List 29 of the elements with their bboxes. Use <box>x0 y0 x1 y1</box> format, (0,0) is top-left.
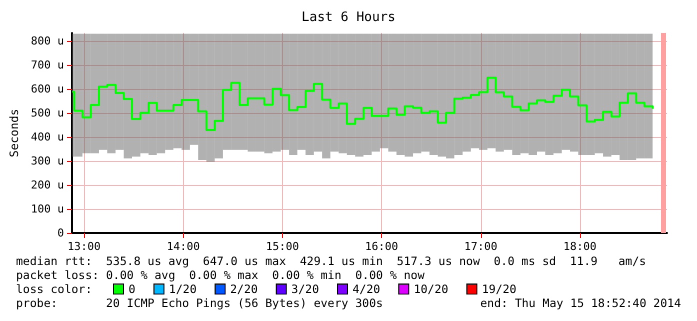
text: median rtt: 535.8 us avg 647.0 us max 429.1 us min 517.3 us now 0.0 ms sd 11.9 am/s <box>16 254 646 268</box>
y-tick-label: 800 u <box>30 34 64 48</box>
y-tick-label: 0 <box>57 226 64 240</box>
x-tick-label: 18:00 <box>563 240 596 253</box>
y-tick-label: 700 u <box>30 58 64 72</box>
legend-label: 19/20 <box>482 282 517 296</box>
y-axis-title: Seconds <box>7 108 21 158</box>
y-tick-label: 400 u <box>30 130 64 144</box>
y-tick-label: 600 u <box>30 82 64 96</box>
x-tick-label: 13:00 <box>68 240 101 253</box>
legend-label: 4/20 <box>352 282 380 296</box>
x-tick-label: 16:00 <box>365 240 398 253</box>
legend-label: 0 <box>128 282 136 296</box>
legend-title: loss color: <box>16 282 92 296</box>
legend-label: 2/20 <box>230 282 258 296</box>
text: end: Thu May 15 18:52:40 2014 <box>480 296 682 310</box>
y-tick-label: 200 u <box>30 178 64 192</box>
x-tick-label: 14:00 <box>166 240 200 253</box>
x-tick-label: 17:00 <box>464 240 498 253</box>
text: packet loss: 0.00 % avg 0.00 % max 0.00 % min 0.00 % now <box>16 268 425 282</box>
y-tick-label: 100 u <box>30 202 64 216</box>
x-tick-label: 15:00 <box>266 240 299 253</box>
text: probe: 20 ICMP Echo Pings (56 Bytes) every 300s <box>16 296 383 310</box>
y-tick-label: 300 u <box>30 154 64 168</box>
legend-label: 10/20 <box>414 282 448 296</box>
chart-title: Last 6 Hours <box>302 10 396 25</box>
legend-label: 1/20 <box>168 282 197 296</box>
legend-label: 3/20 <box>291 282 320 296</box>
y-tick-label: 500 u <box>30 106 64 120</box>
